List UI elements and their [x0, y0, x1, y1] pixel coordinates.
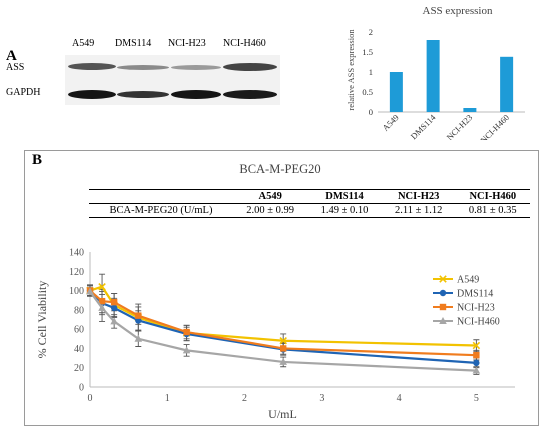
y-tick-label: 140 — [69, 248, 84, 259]
data-point — [182, 346, 191, 354]
table-row: BCA-M-PEG20 (U/mL) 2.00 ± 0.99 1.49 ± 0.… — [89, 203, 530, 218]
bar — [463, 108, 477, 112]
bar — [389, 72, 403, 112]
blot-lane-label: NCI-H460 — [223, 38, 266, 49]
table-header-cell: DMS114 — [307, 189, 382, 204]
data-point — [183, 328, 190, 336]
y-tick-label: 0 — [79, 383, 84, 394]
x-axis-label: U/mL — [268, 407, 297, 421]
y-tick-label: 80 — [74, 305, 84, 316]
x-tick-label: DMS114 — [409, 112, 438, 140]
data-point — [86, 287, 94, 295]
data-point — [439, 317, 447, 324]
data-point — [110, 298, 118, 306]
data-point — [439, 289, 447, 297]
x-tick-label: A549 — [380, 112, 400, 132]
x-tick-label: 0 — [88, 393, 93, 404]
y-tick-label: 100 — [69, 286, 84, 297]
data-point — [110, 317, 118, 325]
table-row-label: BCA-M-PEG20 (U/mL) — [89, 203, 233, 218]
y-tick-label: 1.5 — [362, 47, 373, 57]
data-point — [279, 336, 287, 345]
ass-band — [171, 65, 221, 70]
table-header-cell: NCI-H23 — [381, 189, 456, 204]
bar — [426, 40, 440, 112]
legend-label: NCI-H23 — [457, 303, 495, 314]
legend-label: NCI-H460 — [457, 317, 500, 328]
legend-label: A549 — [457, 275, 479, 286]
table-header-cell: A549 — [233, 189, 308, 204]
ass-band — [117, 65, 169, 70]
y-tick-label: 40 — [74, 344, 84, 355]
y-tick-label: 0 — [369, 107, 373, 117]
chart-title: BCA-M-PEG20 — [239, 162, 320, 176]
data-point — [472, 341, 481, 350]
data-point — [439, 275, 447, 283]
y-axis-label: % Cell Viability — [35, 281, 49, 359]
blot-row-label: GAPDH — [6, 87, 41, 98]
table-header-cell — [89, 189, 233, 204]
blot-lane-label: NCI-H23 — [168, 38, 206, 49]
x-tick-label: 1 — [165, 393, 170, 404]
blot-image — [65, 55, 280, 105]
data-point — [98, 303, 106, 311]
ass-band — [223, 63, 277, 71]
blot-lane-label: DMS114 — [115, 38, 152, 49]
table-cell: 1.49 ± 0.10 — [307, 203, 382, 218]
ass-band — [68, 63, 116, 70]
y-tick-label: 0.5 — [362, 87, 373, 97]
y-axis-label: relative ASS expression — [346, 29, 356, 111]
data-point — [473, 351, 480, 359]
y-tick-label: 1 — [369, 67, 373, 77]
gapdh-band — [68, 90, 116, 99]
legend-label: DMS114 — [457, 289, 493, 300]
y-tick-label: 20 — [74, 363, 84, 374]
panel-b-label: B — [32, 152, 43, 168]
x-tick-label: 2 — [242, 393, 247, 404]
data-point — [134, 334, 143, 342]
gapdh-band — [223, 90, 277, 99]
data-point — [98, 282, 106, 291]
data-point — [439, 303, 447, 311]
y-tick-label: 120 — [69, 267, 84, 278]
gapdh-band — [171, 90, 221, 99]
x-tick-label: 5 — [474, 393, 479, 404]
ic50-table: A549 DMS114 NCI-H23 NCI-H460 BCA-M-PEG20… — [89, 189, 530, 218]
x-tick-label: NCI-H460 — [478, 112, 511, 140]
data-point — [110, 304, 118, 312]
table-cell: 2.00 ± 0.99 — [233, 203, 308, 218]
table-header-row: A549 DMS114 NCI-H23 NCI-H460 — [89, 189, 530, 204]
western-blot: A549 DMS114 NCI-H23 NCI-H460 — [60, 38, 275, 110]
y-tick-label: 2 — [369, 27, 373, 37]
blot-row-label: ASS — [6, 62, 25, 73]
data-point — [135, 312, 142, 319]
y-tick-label: 60 — [74, 325, 84, 336]
data-point — [472, 366, 481, 374]
data-point — [473, 359, 480, 367]
data-point — [98, 297, 106, 305]
x-tick-label: NCI-H23 — [445, 112, 475, 140]
table-header-cell: NCI-H460 — [455, 189, 530, 204]
viability-chart: BCA-M-PEG20 0 20 40 60 80 100 120 140 0 1 2 3 4 5 U/mL%… — [35, 162, 515, 421]
panel-a-label: A — [6, 48, 17, 64]
data-point — [279, 345, 287, 352]
table-cell: 0.81 ± 0.35 — [455, 203, 530, 218]
x-tick-label: 4 — [397, 393, 402, 404]
gapdh-band — [117, 91, 169, 98]
data-point — [135, 317, 142, 324]
x-tick-label: 3 — [319, 393, 324, 404]
blot-lane-label: A549 — [72, 38, 95, 49]
data-point — [279, 357, 287, 365]
chart-title: ASS expression — [423, 5, 493, 17]
ass-expression-chart: ASS expression 0 0.5 1 1.5 2 relative ASS expr… — [346, 5, 525, 140]
table-cell: 2.11 ± 1.12 — [381, 203, 456, 218]
bar — [500, 56, 514, 112]
panel-b-frame: A549 DMS114 NCI-H23 NCI-H460 BCA-M-PEG20… — [24, 150, 539, 426]
